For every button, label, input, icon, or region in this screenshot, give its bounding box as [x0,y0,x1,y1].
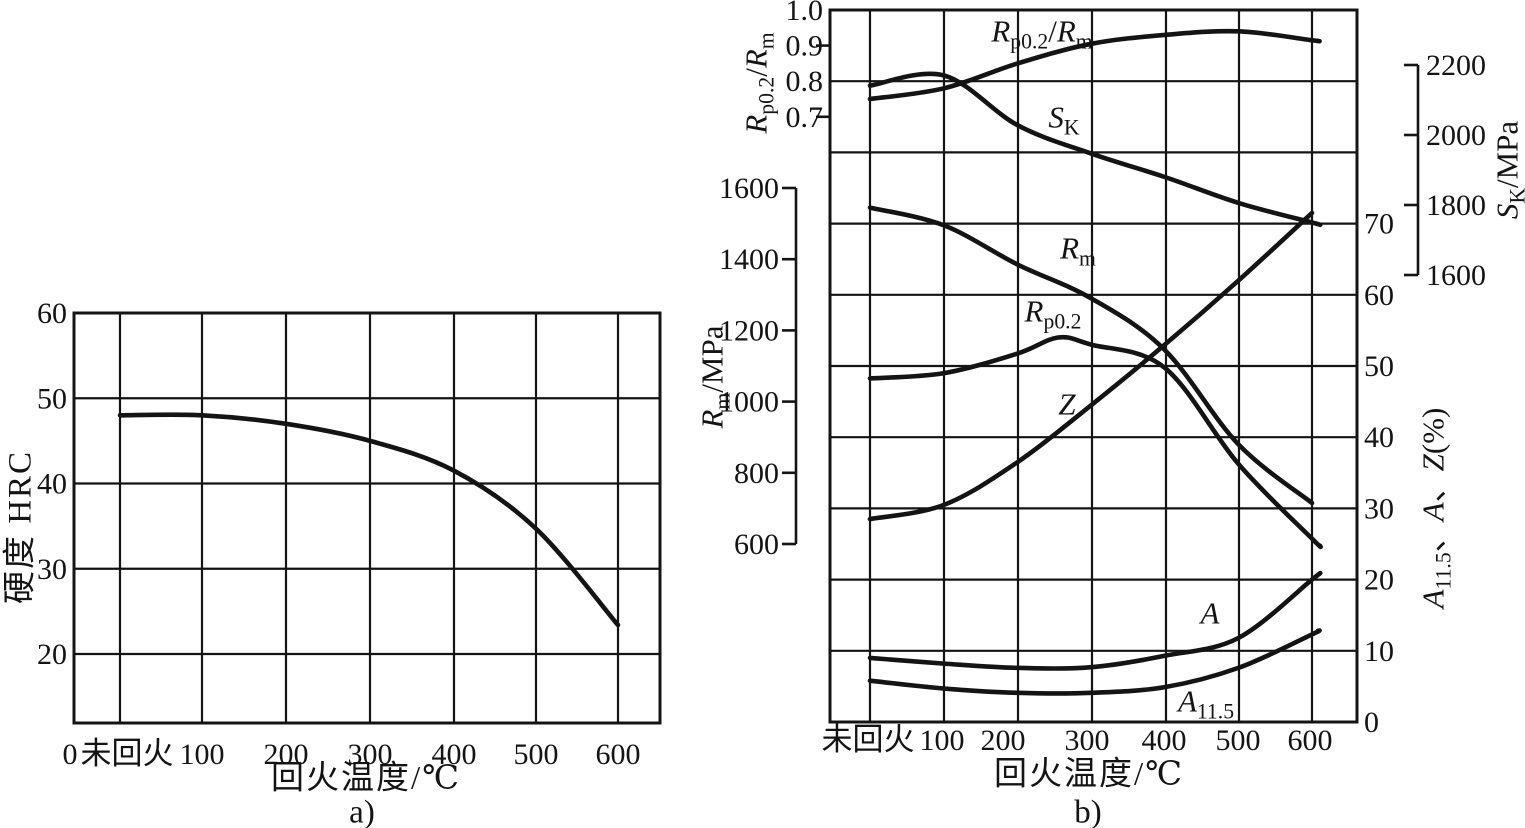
curve-label-rp02-over-rm: Rp0.2/Rm [991,13,1093,54]
curve-hrc [117,412,621,628]
chart-b-x-tick-label: 600 [1288,724,1333,757]
chart-a-y-axis-title: 硬度 HRC [2,449,39,605]
chart-a-x-tick-label: 600 [596,738,641,771]
chart-a-x-tick-label: 未回火 [81,736,174,771]
chart-a-x-tick-label: 500 [514,738,559,771]
curve-label-rp02: Rp0.2 [1024,293,1082,334]
curve-z [867,210,1315,522]
chart-a-y-tick-label: 50 [37,382,67,415]
chart-b-x-axis-title: 回火温度/℃ [993,756,1185,793]
curve-label-z: Z [1058,386,1076,422]
percent-tick-label: 60 [1364,279,1394,312]
chart-b-percent-axis-title: A11.5、A、Z(%) [1415,407,1456,609]
percent-tick-label: 20 [1364,564,1394,597]
curve-ratio [867,28,1322,102]
chart-a-x-tick-label: 200 [264,738,309,771]
chart-a-x-tick-label: 0 [63,738,78,771]
curve-a [867,570,1323,671]
chart-b-x-tick-label: 200 [981,724,1026,757]
chart-a-y-tick-label: 30 [37,553,67,586]
chart-a-caption: a) [349,794,375,828]
rm-tick-label: 1600 [719,172,779,205]
chart-a-x-tick-label: 300 [348,738,393,771]
curve-label-rm: Rm [1060,230,1096,271]
chart-a-y-tick-label: 20 [37,638,67,671]
sk-tick-label: 2200 [1426,49,1486,82]
rm-tick-label: 800 [734,457,779,490]
percent-tick-label: 70 [1364,208,1394,241]
chart-a-y-tick-label: 60 [37,297,67,330]
curve-rm [867,205,1315,506]
chart-b-x-tick-label: 未回火 [822,722,915,757]
ratio-tick-label: 0.8 [786,65,824,98]
rm-tick-label: 1200 [719,314,779,347]
percent-tick-label: 30 [1364,492,1394,525]
sk-tick-label: 2000 [1426,119,1486,152]
chart-a-y-tick-label: 40 [37,468,67,501]
chart-a-plot-frame [72,311,662,725]
curve-label-sk: SK [1048,99,1080,140]
ratio-tick-label: 1.0 [786,0,824,27]
curve-a115 [867,628,1322,696]
rm-tick-label: 600 [734,528,779,561]
chart-b-x-tick-label: 300 [1065,724,1110,757]
chart-a-x-axis-title: 回火温度/℃ [270,760,462,797]
chart-b-x-tick-label: 400 [1142,724,1187,757]
percent-tick-label: 40 [1364,421,1394,454]
rm-tick-label: 1000 [719,386,779,419]
percent-tick-label: 10 [1364,635,1394,668]
chart-b-sk-axis-title: SK/MPa [1489,120,1525,220]
chart-b-x-tick-label: 500 [1216,724,1261,757]
rm-tick-label: 1400 [719,243,779,276]
curve-label-a115: A11.5 [1177,683,1235,724]
percent-tick-label: 0 [1364,706,1379,739]
chart-b-ratio-axis-title: Rp0.2/Rm [738,32,779,134]
chart-b-rm-axis-title: Rm/MPa [694,325,735,429]
chart-b-x-tick-label: 100 [920,724,965,757]
curve-label-a: A [1200,595,1220,631]
chart-a-x-tick-label: 100 [180,738,225,771]
sk-tick-label: 1600 [1426,259,1486,292]
chart-b-caption: b) [1074,794,1102,828]
chart-a-x-tick-label: 400 [432,738,477,771]
curve-sk [867,71,1323,228]
percent-tick-label: 50 [1364,350,1394,383]
sk-tick-label: 1800 [1426,189,1486,222]
chart-b-plot-frame [828,8,1359,724]
curve-rp02 [867,334,1323,550]
